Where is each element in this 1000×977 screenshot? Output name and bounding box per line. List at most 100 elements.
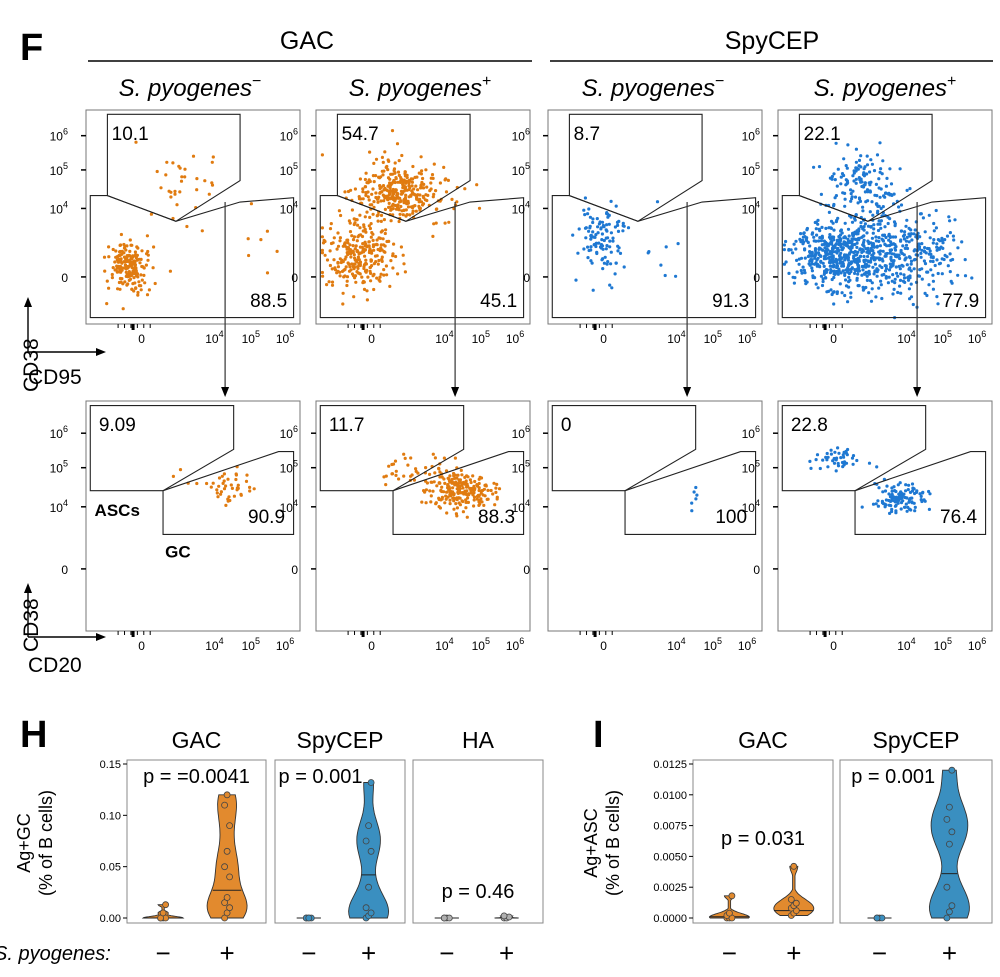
event-dot (134, 140, 138, 144)
event-dot (878, 141, 882, 145)
event-dot (830, 235, 834, 239)
event-dot (956, 273, 960, 277)
y-tick-exp-bottom-3: 6 (755, 424, 760, 434)
event-dot (379, 175, 383, 179)
scatter-top-3 (571, 196, 680, 292)
event-dot (435, 207, 439, 211)
event-dot (621, 221, 625, 225)
data-point (367, 847, 375, 855)
event-dot (353, 187, 357, 191)
event-dot (858, 199, 863, 203)
event-dot (909, 259, 914, 263)
event-dot (694, 485, 698, 490)
y-tick-exp-top-1: 4 (293, 199, 298, 209)
event-dot (923, 246, 927, 250)
event-dot (320, 251, 324, 255)
event-dot (600, 244, 605, 248)
event-dot (821, 277, 825, 281)
event-dot (846, 300, 850, 304)
x-tick-label-bottom-3: 106 (968, 636, 986, 653)
event-dot (325, 258, 330, 262)
event-dot (659, 263, 663, 267)
event-dot (879, 167, 883, 171)
event-dot (817, 264, 821, 268)
event-dot (117, 257, 121, 261)
event-dot (477, 206, 482, 210)
event-dot (397, 173, 401, 177)
event-dot (883, 242, 887, 247)
event-dot (904, 502, 908, 506)
event-dot (875, 211, 880, 215)
event-dot (393, 459, 398, 463)
violin-panel-3: HAp = 0.46− + (412, 727, 544, 968)
event-dot (846, 227, 851, 231)
event-dot (132, 268, 136, 272)
gate-label-gc: GC (165, 542, 191, 561)
event-dot (922, 259, 927, 263)
event-dot (230, 486, 234, 490)
event-dot (396, 192, 400, 196)
event-dot (374, 157, 379, 161)
event-dot (422, 489, 426, 493)
event-dot (452, 496, 456, 501)
event-dot (589, 245, 593, 249)
event-dot (229, 483, 233, 487)
p-value-3: p = 0.46 (442, 881, 515, 903)
event-dot (827, 210, 832, 214)
event-dot (396, 196, 401, 200)
event-dot (344, 265, 348, 269)
event-dot (849, 192, 853, 196)
event-dot (899, 507, 903, 511)
event-dot (404, 193, 408, 197)
event-dot (949, 258, 953, 262)
y-tick-exp-top-1: 4 (63, 199, 68, 209)
event-dot (902, 273, 906, 277)
event-dot (824, 455, 828, 459)
event-dot (674, 274, 678, 278)
event-dot (265, 271, 270, 275)
x-tick-exp-bottom-2: 5 (947, 636, 952, 646)
event-dot (372, 262, 376, 266)
event-dot (881, 238, 885, 243)
event-dot (383, 231, 387, 236)
event-dot (812, 165, 816, 169)
event-dot (849, 199, 853, 203)
event-dot (614, 204, 618, 208)
event-dot (875, 267, 879, 271)
y-tick-exp-top-3: 6 (755, 127, 760, 137)
event-dot (905, 509, 909, 513)
event-dot (328, 249, 332, 253)
event-dot (415, 197, 419, 201)
event-dot (412, 478, 416, 482)
event-dot (321, 274, 325, 278)
event-dot (352, 253, 356, 257)
event-dot (139, 273, 143, 277)
event-dot (875, 244, 880, 248)
event-dot (608, 283, 612, 287)
event-dot (461, 486, 465, 490)
event-dot (466, 500, 470, 504)
event-dot (843, 235, 847, 239)
event-dot (491, 492, 495, 496)
event-dot (395, 142, 400, 146)
event-dot (839, 182, 843, 186)
event-dot (398, 212, 402, 216)
event-dot (857, 284, 861, 288)
gating-arrow-head-4 (913, 387, 922, 397)
event-dot (881, 490, 885, 494)
lower-gate-value-bottom-3: 100 (715, 507, 747, 528)
x-tick-label-top-3: 106 (276, 329, 294, 346)
event-dot (448, 502, 452, 506)
event-dot (842, 240, 846, 244)
event-dot (896, 483, 900, 487)
event-dot (379, 185, 383, 189)
event-dot (494, 490, 498, 494)
event-dot (876, 504, 881, 508)
event-dot (592, 243, 596, 247)
event-dot (605, 262, 609, 266)
data-point (946, 803, 953, 811)
event-dot (328, 227, 333, 231)
event-dot (447, 485, 451, 489)
